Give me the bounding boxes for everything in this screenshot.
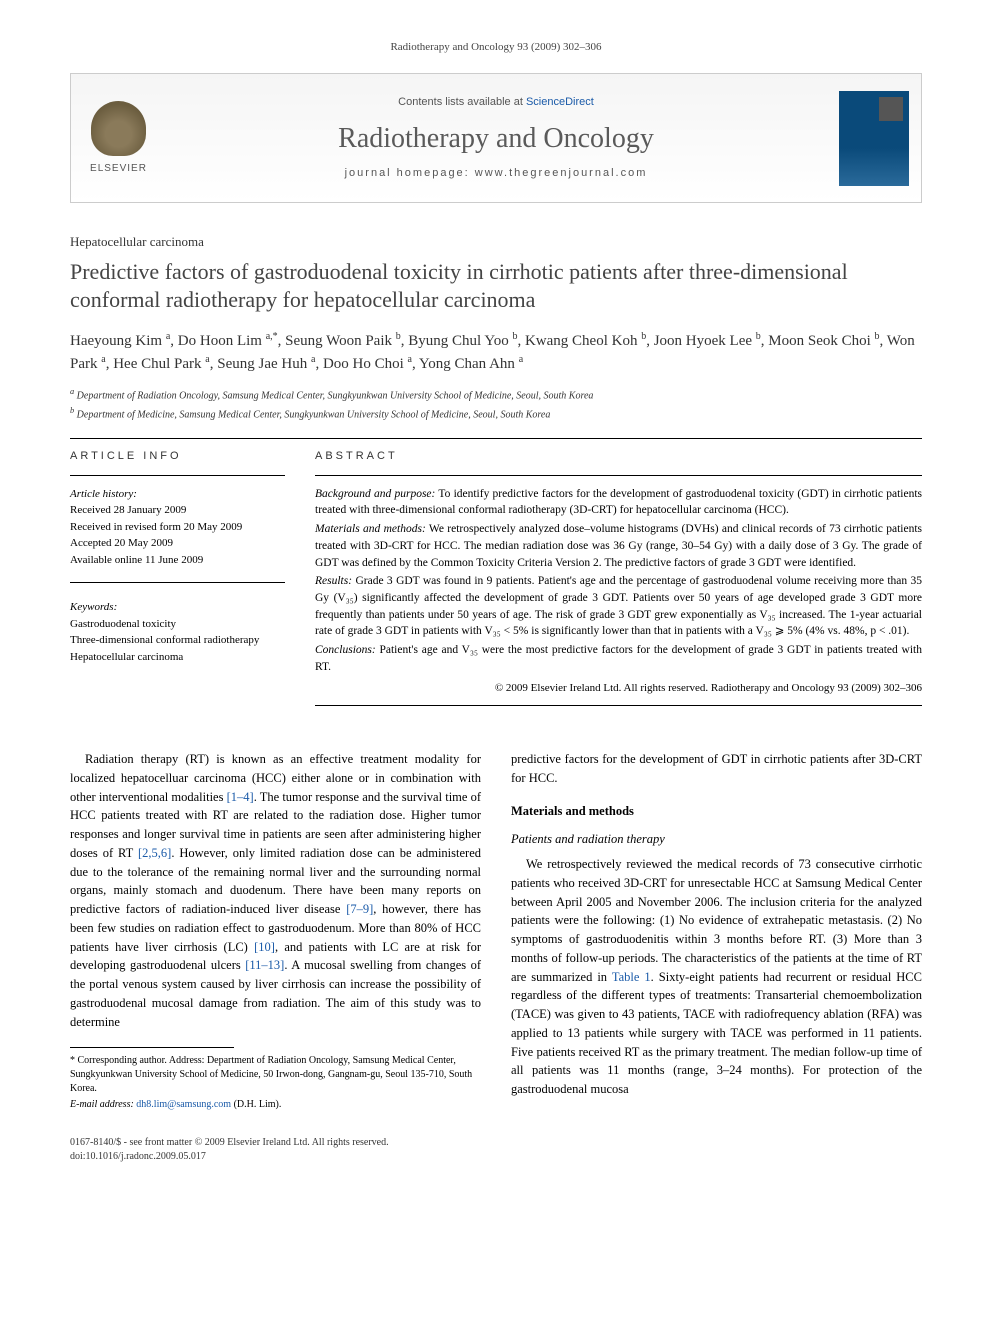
masthead-center: Contents lists available at ScienceDirec… <box>166 74 826 202</box>
col-rule <box>70 475 285 476</box>
journal-reference: Radiotherapy and Oncology 93 (2009) 302–… <box>70 40 922 55</box>
article-info-col: ARTICLE INFO Article history: Received 2… <box>70 449 285 716</box>
abstract-res-label: Results: <box>315 575 352 587</box>
journal-cover-thumb <box>839 91 909 186</box>
body-paragraph: Radiation therapy (RT) is known as an ef… <box>70 750 481 1031</box>
body-paragraph: We retrospectively reviewed the medical … <box>511 855 922 1099</box>
citation-link[interactable]: [2,5,6] <box>138 846 171 860</box>
affiliation-line: b Department of Medicine, Samsung Medica… <box>70 405 922 422</box>
abstract-col: ABSTRACT Background and purpose: To iden… <box>315 449 922 716</box>
publisher-label: ELSEVIER <box>90 162 147 176</box>
abstract-con: Patient's age and V₃₅ were the most pred… <box>315 644 922 673</box>
subsection-heading: Patients and radiation therapy <box>511 830 922 849</box>
abstract-head: ABSTRACT <box>315 449 922 464</box>
elsevier-tree-icon <box>91 101 146 156</box>
citation-link[interactable]: [10] <box>254 940 275 954</box>
history-line: Received 28 January 2009 <box>70 502 285 519</box>
article-info-head: ARTICLE INFO <box>70 449 285 464</box>
contents-prefix: Contents lists available at <box>398 96 526 108</box>
col-rule <box>70 582 285 583</box>
abstract-bg-label: Background and purpose: <box>315 488 435 500</box>
sciencedirect-link[interactable]: ScienceDirect <box>526 96 594 108</box>
history-line: Received in revised form 20 May 2009 <box>70 519 285 536</box>
article-section-tag: Hepatocellular carcinoma <box>70 233 922 251</box>
keywords-block: Keywords: Gastroduodenal toxicityThree-d… <box>70 599 285 665</box>
journal-homepage: journal homepage: www.thegreenjournal.co… <box>176 166 816 181</box>
abstract-text: Background and purpose: To identify pred… <box>315 486 922 697</box>
cover-thumb-block <box>826 74 921 202</box>
corr-email-link[interactable]: dh8.lim@samsung.com <box>136 1099 231 1110</box>
col-rule <box>315 475 922 476</box>
corresponding-footnote: * Corresponding author. Address: Departm… <box>70 1054 481 1112</box>
authors-line: Haeyoung Kim a, Do Hoon Lim a,*, Seung W… <box>70 329 922 376</box>
divider <box>70 438 922 439</box>
abstract-res: Grade 3 GDT was found in 9 patients. Pat… <box>315 575 922 637</box>
history-head: Article history: <box>70 486 285 503</box>
affiliations: a Department of Radiation Oncology, Sams… <box>70 386 922 423</box>
publisher-block: ELSEVIER <box>71 74 166 202</box>
body-right-col: predictive factors for the development o… <box>511 750 922 1114</box>
section-heading: Materials and methods <box>511 802 922 821</box>
table-ref-link[interactable]: Table 1 <box>612 970 651 984</box>
abstract-mm-label: Materials and methods: <box>315 523 426 535</box>
homepage-url[interactable]: www.thegreenjournal.com <box>475 167 648 179</box>
keyword-line: Gastroduodenal toxicity <box>70 616 285 633</box>
keywords-head: Keywords: <box>70 599 285 616</box>
col-rule <box>315 705 922 706</box>
history-line: Accepted 20 May 2009 <box>70 535 285 552</box>
citation-link[interactable]: [11–13] <box>245 958 284 972</box>
homepage-prefix: journal homepage: <box>345 167 475 179</box>
journal-name: Radiotherapy and Oncology <box>176 119 816 158</box>
keyword-line: Three-dimensional conformal radiotherapy <box>70 632 285 649</box>
body-text: . Sixty-eight patients had recurrent or … <box>511 970 922 1097</box>
footnote-rule <box>70 1047 234 1048</box>
page-footer: 0167-8140/$ - see front matter © 2009 El… <box>70 1136 922 1164</box>
body-left-col: Radiation therapy (RT) is known as an ef… <box>70 750 481 1114</box>
footer-doi: doi:10.1016/j.radonc.2009.05.017 <box>70 1150 922 1164</box>
body-text: We retrospectively reviewed the medical … <box>511 857 922 984</box>
article-history: Article history: Received 28 January 200… <box>70 486 285 569</box>
abstract-copyright: © 2009 Elsevier Ireland Ltd. All rights … <box>315 681 922 697</box>
body-columns: Radiation therapy (RT) is known as an ef… <box>70 750 922 1114</box>
email-who: (D.H. Lim). <box>234 1099 282 1110</box>
article-title: Predictive factors of gastroduodenal tox… <box>70 258 922 315</box>
body-paragraph: predictive factors for the development o… <box>511 750 922 788</box>
contents-line: Contents lists available at ScienceDirec… <box>176 95 816 110</box>
email-label: E-mail address: <box>70 1099 134 1110</box>
corr-label: * Corresponding author. <box>70 1055 167 1066</box>
info-abstract-row: ARTICLE INFO Article history: Received 2… <box>70 449 922 716</box>
citation-link[interactable]: [7–9] <box>346 902 373 916</box>
abstract-con-label: Conclusions: <box>315 644 376 656</box>
journal-masthead: ELSEVIER Contents lists available at Sci… <box>70 73 922 203</box>
footer-line: 0167-8140/$ - see front matter © 2009 El… <box>70 1136 922 1150</box>
citation-link[interactable]: [1–4] <box>227 790 254 804</box>
keyword-line: Hepatocellular carcinoma <box>70 649 285 666</box>
affiliation-line: a Department of Radiation Oncology, Sams… <box>70 386 922 403</box>
history-line: Available online 11 June 2009 <box>70 552 285 569</box>
